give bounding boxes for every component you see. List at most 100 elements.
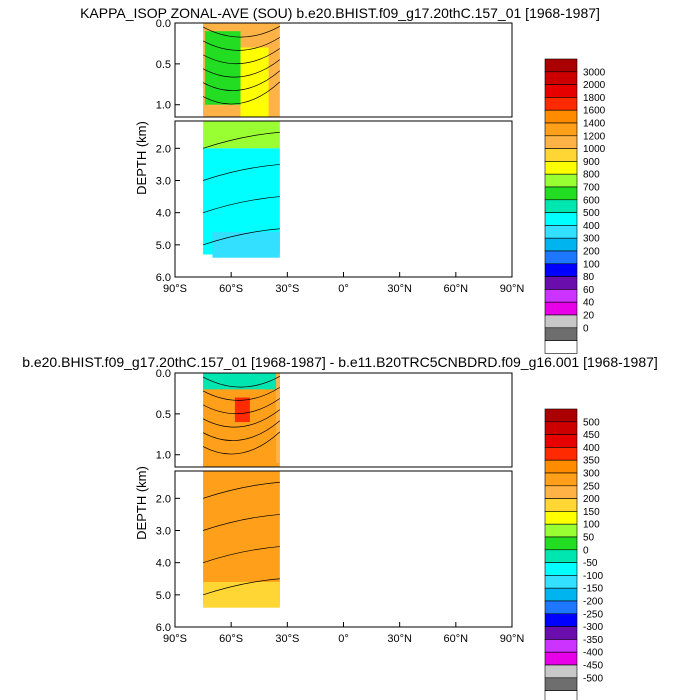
panel-top: KAPPA_ISOP ZONAL-AVE (SOU) b.e20.BHIST.f… xyxy=(80,5,600,195)
colorbar-cell xyxy=(544,97,578,111)
plot-0: 0.0 0.5 1.0 2.0 3.0 4.0 5.0 6.090°S 60°S 30°S 0° 30… xyxy=(156,18,606,354)
region-mid-700 xyxy=(203,121,280,149)
colorbar-label: -500 xyxy=(583,673,603,684)
x-tick-label: 30°S xyxy=(275,633,299,645)
chart-title: b.e20.BHIST.f09_g17.20thC.157_01 [1968-1… xyxy=(22,354,658,370)
colorbar-cell xyxy=(544,122,578,137)
y-tick-label: 0.0 xyxy=(156,18,171,30)
colorbar-label: 50 xyxy=(583,533,595,544)
x-tick-label: 30°N xyxy=(387,283,412,295)
colorbar-cell xyxy=(544,587,578,602)
region-band-700 xyxy=(204,31,241,105)
contour-line xyxy=(202,514,280,531)
colorbar-label: -450 xyxy=(583,661,603,672)
x-tick-label: 0° xyxy=(338,633,349,645)
x-tick-label: 90°N xyxy=(500,283,525,295)
colorbar-cell xyxy=(544,459,578,474)
y-tick-label: 1.0 xyxy=(156,450,171,462)
region-hotspot-350 xyxy=(234,397,250,423)
colorbar-cell xyxy=(544,199,578,213)
colorbar-cell xyxy=(544,327,578,341)
plot-frame-upper xyxy=(174,372,513,468)
colorbar-label: 1200 xyxy=(583,131,606,142)
colorbar-cell xyxy=(544,250,578,265)
x-tick-label: 30°N xyxy=(387,633,412,645)
colorbar-cell xyxy=(544,84,578,98)
colorbar-cell xyxy=(544,472,578,487)
colorbar-label: 1800 xyxy=(583,93,606,104)
colorbar-label: -200 xyxy=(583,597,603,608)
region-bottom-400 xyxy=(212,231,280,258)
contour-line xyxy=(202,375,281,388)
contour-line xyxy=(202,37,281,51)
x-tick-label: 90°S xyxy=(163,633,187,645)
y-tick-label: 1.0 xyxy=(156,100,171,112)
colorbar-cell xyxy=(544,434,578,448)
colorbar-label: 900 xyxy=(583,157,600,168)
colorbar-cell xyxy=(544,161,578,175)
colorbar-cell xyxy=(544,148,578,162)
y-tick-label: 6.0 xyxy=(156,272,171,284)
colorbar-label: 80 xyxy=(583,272,595,283)
y-tick-label: 6.0 xyxy=(156,622,171,634)
colorbar-label: 100 xyxy=(583,259,600,270)
contour-line xyxy=(202,196,280,214)
colorbar-label: 1600 xyxy=(583,106,606,117)
colorbar-label: 700 xyxy=(583,183,600,194)
colorbar-cell xyxy=(544,651,578,666)
colorbar-label: 200 xyxy=(583,494,600,505)
x-tick-label: 60°S xyxy=(219,633,243,645)
x-tick-label: 0° xyxy=(338,283,349,295)
colorbar-label: -100 xyxy=(583,571,603,582)
colorbar-cell xyxy=(544,600,578,615)
y-tick-label: 0.5 xyxy=(156,409,171,421)
y-axis-label: DEPTH (km) xyxy=(134,121,149,195)
x-tick-label: 90°S xyxy=(163,283,187,295)
colorbar-label: 400 xyxy=(583,221,600,232)
contour-line xyxy=(202,25,281,38)
y-tick-label: 3.0 xyxy=(156,176,171,188)
contour-line xyxy=(202,546,280,564)
colorbar-label: 1000 xyxy=(583,144,606,155)
colorbar-label: -300 xyxy=(583,622,603,633)
colorbar-cell xyxy=(544,276,578,290)
colorbar-label: 40 xyxy=(583,298,595,309)
colorbar-cell xyxy=(544,212,578,226)
colorbar-label: 20 xyxy=(583,311,595,322)
colorbar-cell xyxy=(544,314,578,329)
colorbar-label: 300 xyxy=(583,469,600,480)
y-tick-label: 5.0 xyxy=(156,590,171,602)
colorbar-label: -350 xyxy=(583,635,603,646)
colorbar-cell xyxy=(544,523,578,538)
colorbar-cell xyxy=(544,626,578,640)
x-tick-label: 60°N xyxy=(444,283,469,295)
colorbar-label: -150 xyxy=(583,584,603,595)
region-surface-mixed xyxy=(203,373,280,390)
colorbar-cell xyxy=(544,135,578,149)
colorbar-label: -400 xyxy=(583,648,603,659)
x-tick-label: 60°N xyxy=(444,633,469,645)
colorbar-cell xyxy=(544,263,578,277)
colorbar-label: 800 xyxy=(583,170,600,181)
colorbar-label: 2000 xyxy=(583,80,606,91)
chart-title: KAPPA_ISOP ZONAL-AVE (SOU) b.e20.BHIST.f… xyxy=(80,5,600,21)
region-bottom-200 xyxy=(203,581,280,608)
x-tick-label: 60°S xyxy=(219,283,243,295)
colorbar-cell xyxy=(544,664,578,679)
colorbar-cell xyxy=(544,677,578,691)
colorbar-cell xyxy=(544,340,578,354)
colorbar-cell xyxy=(544,639,578,653)
colorbar-cell xyxy=(544,109,578,124)
colorbar-cell xyxy=(544,536,578,551)
colorbar-label: 350 xyxy=(583,456,600,467)
colorbar-label: 300 xyxy=(583,234,600,245)
plot-1: 0.0 0.5 1.0 2.0 3.0 4.0 5.0 6.090°S 60°S 30°S 0° 30… xyxy=(156,368,603,700)
contour-line xyxy=(202,70,281,91)
x-tick-label: 90°N xyxy=(500,633,525,645)
y-tick-label: 2.0 xyxy=(156,143,171,155)
colorbar-cell xyxy=(544,71,578,85)
colorbar-cell xyxy=(544,549,578,563)
y-tick-label: 4.0 xyxy=(156,208,171,220)
